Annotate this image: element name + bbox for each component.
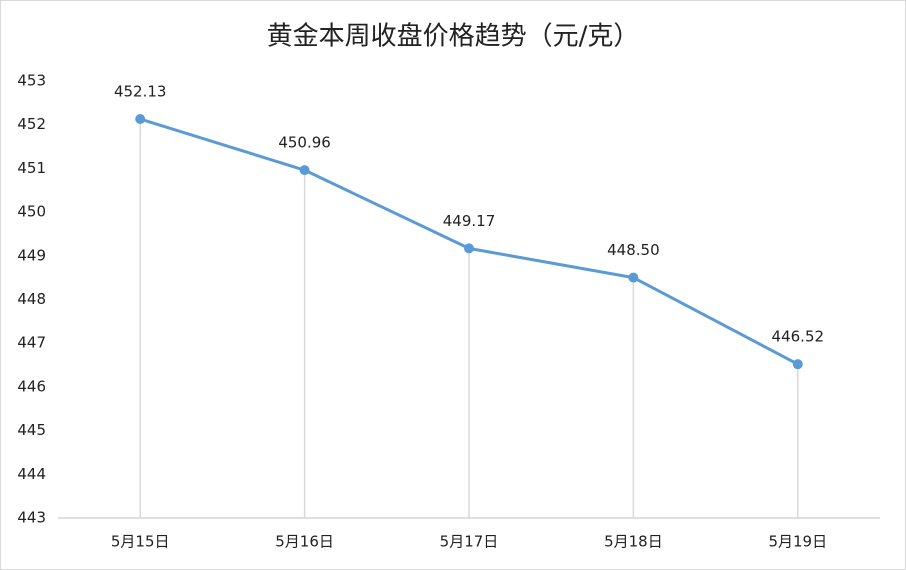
data-point (299, 165, 310, 176)
x-tick-label: 5月16日 (275, 533, 334, 551)
x-tick-label: 5月19日 (768, 533, 827, 551)
y-tick-label: 448 (17, 290, 46, 308)
data-label: 446.52 (772, 328, 825, 346)
x-tick-label: 5月18日 (604, 533, 663, 551)
data-label: 448.50 (607, 241, 660, 259)
data-label: 450.96 (278, 134, 331, 152)
y-tick-label: 451 (17, 159, 46, 177)
y-tick-label: 443 (17, 509, 46, 527)
data-label: 452.13 (114, 83, 167, 101)
y-tick-label: 453 (17, 72, 46, 90)
x-tick-label: 5月17日 (440, 533, 499, 551)
data-label: 449.17 (443, 212, 496, 230)
y-tick-label: 452 (17, 115, 46, 133)
data-point (464, 243, 474, 254)
chart-title: 黄金本周收盘价格趋势（元/克） (267, 22, 640, 52)
data-point (792, 359, 803, 370)
y-tick-label: 444 (17, 465, 46, 483)
x-tick-label: 5月15日 (111, 533, 170, 551)
data-point (135, 114, 146, 125)
y-tick-label: 445 (17, 421, 46, 439)
y-tick-label: 450 (17, 203, 46, 221)
y-tick-label: 449 (17, 246, 46, 264)
y-tick-label: 446 (17, 377, 46, 395)
data-point (628, 272, 639, 283)
y-tick-label: 447 (17, 334, 46, 352)
